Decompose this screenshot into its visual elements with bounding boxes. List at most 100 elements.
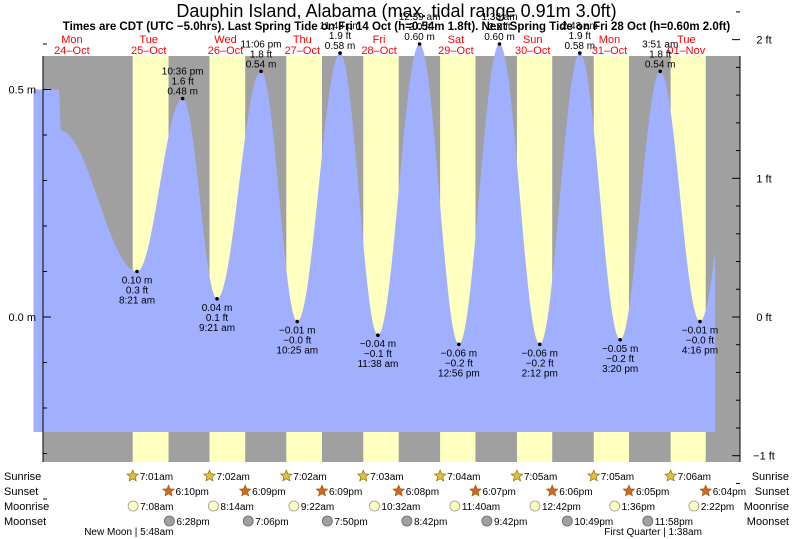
y-tick-label-m: 0.0 m bbox=[8, 312, 36, 324]
tide-low-label: 8:21 am bbox=[119, 296, 155, 307]
sunset-time: 6:09pm bbox=[329, 487, 362, 498]
sun-star-icon bbox=[238, 484, 252, 497]
moonset-icon bbox=[561, 515, 573, 527]
sun-star-icon bbox=[510, 469, 524, 482]
tide-point bbox=[497, 42, 502, 46]
moonrise-time: 12:42pm bbox=[542, 502, 581, 513]
sun-star-icon bbox=[203, 469, 216, 482]
moonset-time: 6:28pm bbox=[176, 517, 209, 528]
day-name: Fri bbox=[373, 34, 386, 46]
sunset-time: 6:09pm bbox=[252, 487, 285, 498]
tide-low-label: −0.06 m bbox=[522, 348, 558, 359]
sunrise-time: 7:06am bbox=[678, 472, 711, 483]
moonrise-icon bbox=[688, 500, 700, 512]
sunset-time: 6:08pm bbox=[406, 487, 439, 498]
day-name: Sat bbox=[448, 34, 465, 46]
moonset-icon bbox=[481, 515, 493, 527]
moonrise-time: 2:22pm bbox=[701, 502, 734, 513]
tide-low-label: −0.04 m bbox=[360, 339, 396, 350]
tide-low-label: −0.0 ft bbox=[686, 336, 714, 347]
tide-point bbox=[295, 319, 300, 324]
moonset-icon bbox=[164, 515, 175, 527]
sunrise-time: 7:05am bbox=[601, 472, 634, 483]
moon-phase-label: First Quarter | 1:38am bbox=[604, 527, 702, 538]
tide-low-label: −0.2 ft bbox=[526, 358, 554, 369]
tide-high-label: 11:48 pm bbox=[320, 21, 361, 32]
tide-low-label: −0.01 m bbox=[682, 326, 718, 337]
tide-high-label: 10:36 pm bbox=[162, 67, 204, 78]
tide-point bbox=[658, 69, 663, 74]
sun-star-icon bbox=[587, 469, 601, 482]
tide-low-label: −0.2 ft bbox=[445, 358, 473, 369]
sunset-time: 6:07pm bbox=[482, 487, 515, 498]
sunset-time: 6:04pm bbox=[713, 487, 746, 498]
row-label-right: Moonrise bbox=[744, 501, 789, 513]
tide-low-label: 0.10 m bbox=[122, 276, 153, 287]
moonset-time: 7:06pm bbox=[255, 517, 288, 528]
sunset-time: 6:10pm bbox=[176, 487, 209, 498]
sunrise-time: 7:05am bbox=[524, 472, 557, 483]
day-name: Tue bbox=[677, 34, 696, 46]
moonset-icon bbox=[242, 515, 254, 527]
tide-high-label: 1.8 ft bbox=[649, 49, 671, 60]
day-date: 01–Nov bbox=[667, 45, 705, 57]
tide-high-label: 0.58 m bbox=[565, 41, 596, 52]
tide-labels: 0.10 m0.3 ft8:21 am 10:36 pm1.6 ft0.48 m 0… bbox=[119, 12, 718, 379]
moonrise-time: 9:22am bbox=[301, 502, 334, 513]
sunrise-time: 7:04am bbox=[447, 472, 480, 483]
row-label-right: Sunset bbox=[755, 486, 789, 498]
moonrise-icon bbox=[609, 500, 621, 512]
tide-high-label: 0.58 m bbox=[325, 41, 356, 52]
y-tick-label-m: 0.5 m bbox=[8, 85, 36, 97]
day-date: 31–Oct bbox=[592, 45, 627, 57]
tide-high-label: 1.9 ft bbox=[569, 31, 591, 42]
chart-subtitle: Times are CDT (UTC −5.0hrs). Last Spring… bbox=[62, 21, 731, 33]
day-name: Wed bbox=[214, 34, 236, 46]
moonrise-time: 11:40am bbox=[462, 502, 500, 513]
moonrise-icon bbox=[368, 500, 380, 512]
tide-low-label: 0.04 m bbox=[202, 303, 233, 314]
row-label-right: Sunrise bbox=[752, 471, 789, 483]
day-date: 27–Oct bbox=[285, 45, 320, 57]
day-name: Tue bbox=[139, 34, 158, 46]
tide-low-label: −0.01 m bbox=[279, 326, 315, 337]
tide-low-label: 3:20 pm bbox=[602, 364, 638, 375]
tide-low-label: 4:16 pm bbox=[682, 346, 718, 357]
tide-high-label: 11:06 pm bbox=[241, 39, 282, 50]
tide-high-label: 2:43 am bbox=[562, 21, 598, 32]
tide-low-label: 0.1 ft bbox=[206, 313, 228, 324]
tide-low-label: 11:38 am bbox=[357, 359, 398, 370]
sun-star-icon bbox=[279, 469, 293, 482]
row-label-left: Moonset bbox=[4, 516, 46, 528]
moonset-time: 9:42pm bbox=[494, 517, 527, 528]
day-date: 24–Oct bbox=[54, 45, 89, 57]
tide-low-label: 12:56 pm bbox=[438, 368, 480, 379]
tide-point bbox=[417, 42, 422, 46]
y-tick-label-ft: 2 ft bbox=[756, 35, 771, 47]
moon-phase-label: New Moon | 5:48am bbox=[84, 527, 173, 538]
row-label-right: Moonset bbox=[747, 516, 789, 528]
tide-high-label: 2.0 ft bbox=[408, 22, 430, 33]
day-date: 25–Oct bbox=[131, 45, 166, 57]
tide-point bbox=[135, 269, 139, 274]
sunrise-time: 7:02am bbox=[217, 472, 250, 483]
moonset-time: 10:49pm bbox=[574, 517, 613, 528]
moonrise-icon bbox=[529, 500, 541, 512]
tide-low-label: 10:25 am bbox=[276, 346, 318, 357]
sun-star-icon bbox=[433, 469, 447, 482]
row-label-left: Sunrise bbox=[4, 471, 41, 483]
tide-high-label: 1.6 ft bbox=[171, 77, 193, 88]
sun-star-icon bbox=[469, 484, 482, 497]
sun-moon-rows: Sunrise Sunrise Sunset Sunset Moonrise Moonri… bbox=[4, 469, 789, 538]
sun-star-icon bbox=[622, 484, 636, 497]
moonrise-time: 10:32am bbox=[381, 502, 420, 513]
tide-low-label: 0.3 ft bbox=[126, 286, 148, 297]
tide-low-label: 9:21 am bbox=[199, 323, 235, 334]
moonset-icon bbox=[321, 515, 333, 527]
moonrise-time: 1:36pm bbox=[622, 502, 655, 513]
moonrise-time: 7:08am bbox=[140, 502, 173, 513]
sun-star-icon bbox=[545, 484, 559, 497]
sunset-time: 6:06pm bbox=[559, 487, 592, 498]
moonrise-icon bbox=[127, 500, 139, 512]
sun-star-icon bbox=[392, 484, 406, 497]
